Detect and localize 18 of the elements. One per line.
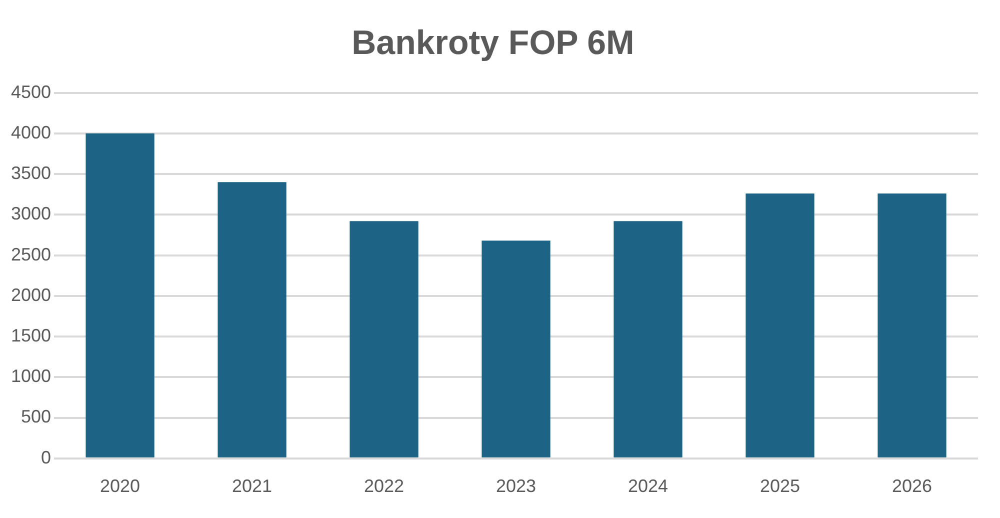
x-tick-label: 2022	[364, 476, 404, 496]
x-tick-label: 2023	[496, 476, 536, 496]
y-tick-label: 500	[20, 406, 52, 427]
chart-title: Bankroty FOP 6M	[352, 24, 634, 62]
y-tick-label: 1000	[10, 366, 52, 386]
y-tick-label: 2000	[10, 284, 52, 305]
x-tick-label: 2020	[100, 476, 140, 496]
y-tick-label: 1500	[10, 326, 52, 346]
x-tick-label: 2021	[232, 476, 272, 496]
y-tick-label: 4000	[10, 122, 52, 142]
x-tick-label: 2026	[892, 476, 932, 496]
x-tick-label: 2025	[760, 476, 800, 496]
y-tick-label: 3000	[10, 204, 52, 224]
y-tick-label: 4500	[10, 82, 52, 102]
x-tick-label: 2024	[628, 476, 668, 496]
y-tick-label: 0	[41, 447, 52, 468]
y-tick-label: 3500	[10, 163, 52, 184]
y-tick-label: 2500	[10, 244, 52, 264]
